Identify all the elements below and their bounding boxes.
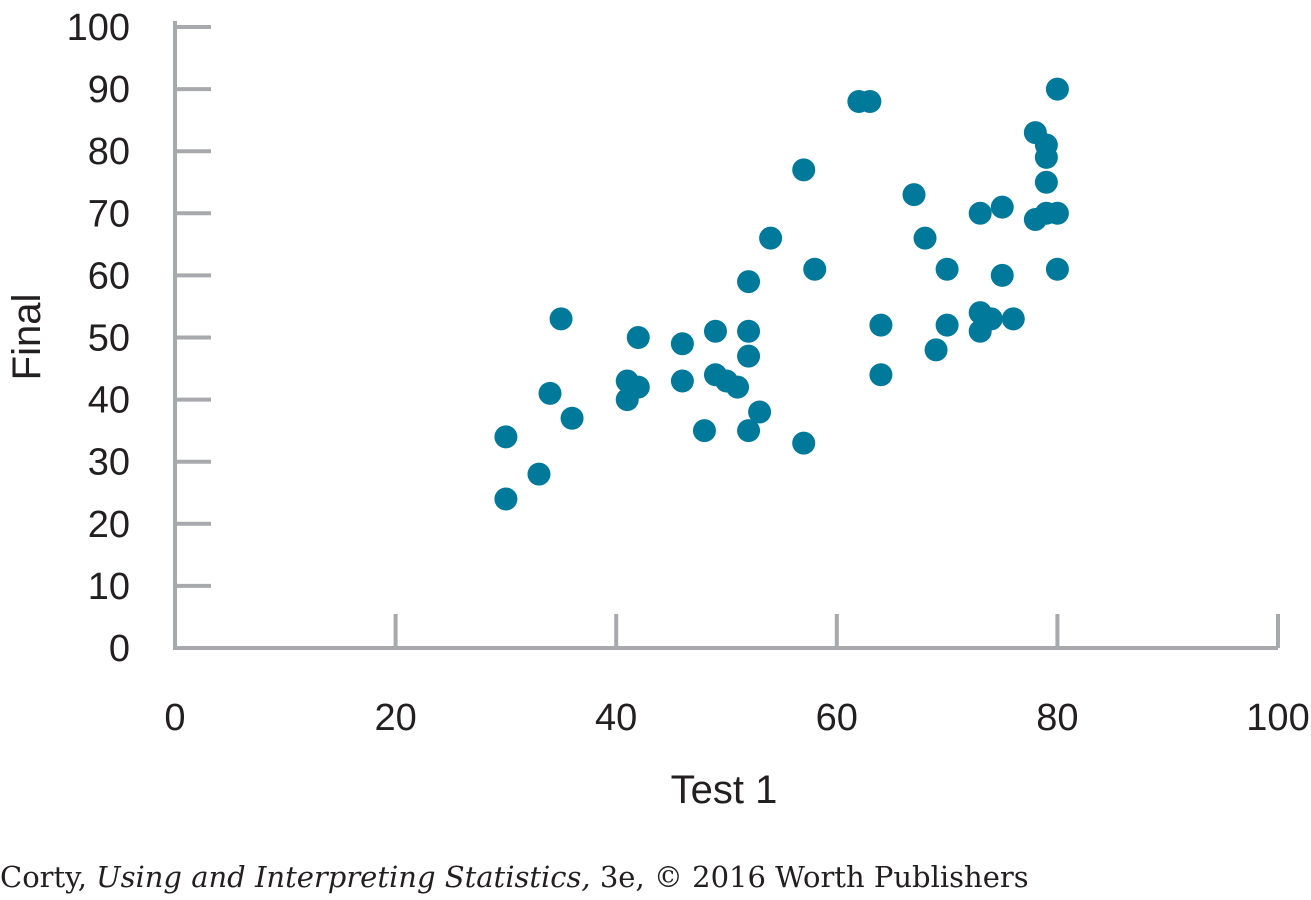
data-point <box>1045 201 1069 225</box>
data-point <box>979 307 1003 331</box>
data-point <box>803 257 827 281</box>
data-point <box>737 419 761 443</box>
y-tick-label: 100 <box>67 7 130 49</box>
data-point <box>968 201 992 225</box>
y-axis-ticks: 0 10 20 30 40 50 60 70 80 90 100 <box>67 7 211 670</box>
data-point <box>494 487 518 511</box>
y-tick-label: 80 <box>88 131 130 173</box>
x-tick-label: 20 <box>374 697 416 739</box>
y-axis-title: Final <box>5 294 49 381</box>
data-point <box>1001 307 1025 331</box>
x-tick-label: 40 <box>595 697 637 739</box>
data-point <box>869 363 893 387</box>
x-tick-label: 60 <box>816 697 858 739</box>
y-tick-label: 10 <box>88 566 130 608</box>
data-point <box>869 313 893 337</box>
data-point <box>670 369 694 393</box>
data-point <box>626 326 650 349</box>
data-point <box>913 226 937 250</box>
data-point <box>902 183 926 207</box>
x-axis-ticks: 0 20 40 60 80 100 <box>164 614 1310 739</box>
data-point <box>703 319 727 343</box>
x-tick-label: 100 <box>1246 697 1309 739</box>
credit-book-title: Using and Interpreting Statistics, <box>96 860 591 894</box>
data-point <box>935 257 959 281</box>
y-tick-label: 30 <box>88 442 130 484</box>
y-tick-label: 40 <box>88 380 130 422</box>
data-point <box>792 158 816 182</box>
figure-credit: Corty, Using and Interpreting Statistics… <box>0 860 1029 894</box>
y-tick-label: 70 <box>88 193 130 235</box>
data-point <box>858 90 882 114</box>
data-point <box>494 425 518 449</box>
data-point <box>748 400 772 424</box>
x-tick-label: 80 <box>1036 697 1078 739</box>
data-point <box>692 419 716 443</box>
data-points <box>494 77 1069 511</box>
data-point <box>527 462 551 486</box>
data-point <box>737 344 761 368</box>
data-point <box>990 195 1014 219</box>
credit-author: Corty, <box>0 860 97 894</box>
y-tick-label: 20 <box>88 504 130 546</box>
axes <box>173 21 1278 650</box>
data-point <box>726 375 750 399</box>
data-point <box>759 226 783 250</box>
y-tick-label: 60 <box>88 255 130 297</box>
data-point <box>1045 257 1069 281</box>
data-point <box>1034 170 1058 194</box>
x-axis-title: Test 1 <box>671 768 778 812</box>
y-tick-label: 90 <box>88 69 130 111</box>
y-tick-label: 50 <box>88 318 130 360</box>
data-point <box>737 270 761 294</box>
x-tick-label: 0 <box>164 697 185 739</box>
scatter-chart: 0 20 40 60 80 100 0 10 20 30 40 50 60 70 80 90 100 Test… <box>5 7 1310 812</box>
y-tick-label: 0 <box>109 628 130 670</box>
data-point <box>990 263 1014 287</box>
data-point <box>549 307 573 331</box>
data-point <box>560 406 584 430</box>
credit-edition-publisher: 3e, © 2016 Worth Publishers <box>590 860 1029 894</box>
data-point <box>538 381 562 405</box>
data-point <box>924 338 948 362</box>
data-point <box>792 431 816 455</box>
data-point <box>1034 145 1058 169</box>
data-point <box>935 313 959 337</box>
data-point <box>670 332 694 356</box>
data-point <box>1045 77 1069 101</box>
data-point <box>737 319 761 343</box>
data-point <box>626 375 650 399</box>
